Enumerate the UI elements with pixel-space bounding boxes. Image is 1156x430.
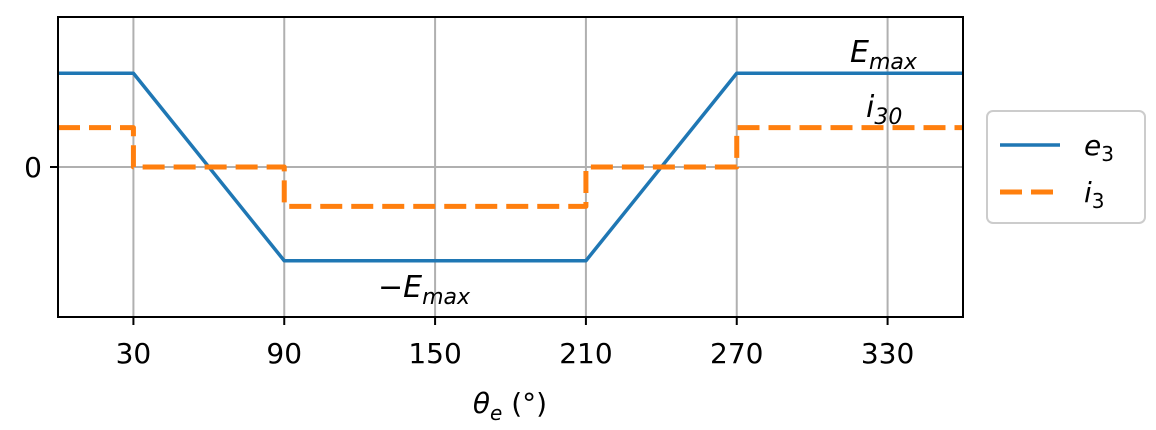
legend-label-i3: i3 — [1084, 176, 1105, 213]
y-tick-label: 0 — [24, 151, 42, 184]
legend-label-e3: e3 — [1084, 129, 1114, 166]
x-axis-label: θe (°) — [473, 387, 547, 425]
x-tick-label: 270 — [710, 337, 763, 370]
emax-annotation: Emax — [850, 35, 918, 75]
x-tick-label: 330 — [861, 337, 914, 370]
series-layer — [58, 71, 963, 263]
legend-box — [986, 110, 1146, 224]
x-tick-label: 30 — [116, 337, 152, 370]
x-tick-label: 210 — [559, 337, 612, 370]
x-tick-label: 150 — [408, 337, 461, 370]
x-tick-label: 90 — [266, 337, 302, 370]
series-line-e3 — [58, 71, 963, 263]
i30-annotation: i30 — [866, 90, 902, 130]
x-axis-ticks: 30 90 150 210 270 330 — [116, 317, 914, 370]
series-line-i3 — [58, 125, 963, 209]
neg-emax-annotation: −Emax — [378, 270, 471, 310]
y-axis-ticks: 0 — [24, 151, 58, 184]
